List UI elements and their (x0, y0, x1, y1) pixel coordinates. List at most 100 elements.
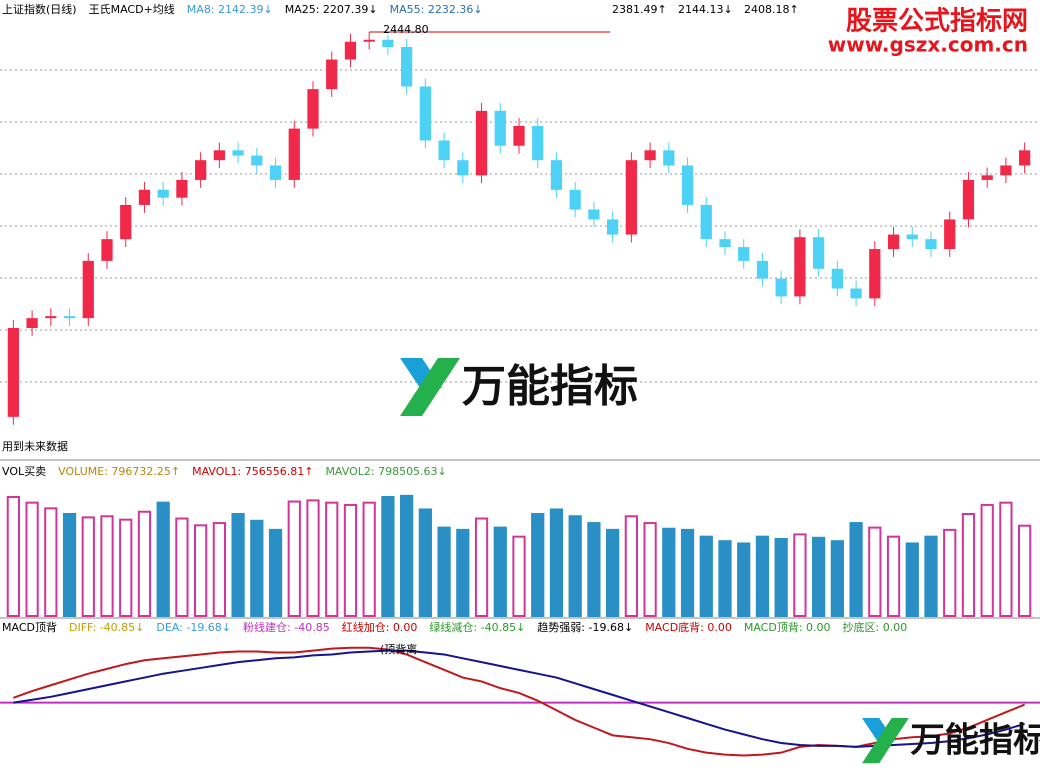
header-text: MAVOL1: 756556.81↑ (192, 465, 313, 478)
candle-body (494, 110, 506, 146)
candle-body (925, 239, 937, 250)
volume-bar (531, 513, 545, 617)
volume-bar (737, 542, 751, 618)
volume-bar (587, 522, 601, 617)
volume-bar (812, 536, 826, 617)
header-text: VOL买卖 (2, 465, 46, 478)
header-text: 王氏MACD+均线 (89, 2, 175, 16)
candle-body (569, 189, 581, 210)
volume-bar (718, 540, 732, 618)
candle-body (401, 47, 413, 87)
volume-bar (418, 508, 432, 618)
volume-bar (81, 516, 95, 618)
volume-bar (905, 542, 919, 618)
volume-bar (156, 501, 170, 617)
logo-text: 万能指标 (462, 361, 638, 412)
note: 用到未来数据 (2, 439, 68, 453)
volume-bar (980, 503, 994, 617)
high-label: 2444.80 (383, 23, 429, 36)
volume-bar (437, 526, 451, 617)
candle-body (363, 39, 375, 42)
candle-body (794, 237, 806, 297)
volume-bar (774, 537, 788, 618)
volume-bar (568, 515, 582, 617)
header-text: 粉线建仓: -40.85 (243, 620, 330, 634)
volume-bar (250, 519, 264, 617)
candle-body (944, 219, 956, 250)
volume-bar (624, 515, 638, 617)
candle-body (82, 260, 94, 319)
candle-body (475, 110, 488, 176)
candle-body (625, 160, 637, 235)
header-text: MACD顶背 (2, 620, 57, 634)
candle-body (719, 239, 731, 248)
candle-body (513, 125, 525, 146)
candle-body (869, 249, 881, 299)
candle-body (382, 39, 394, 48)
volume-bar (868, 526, 882, 617)
volume-bar (549, 508, 564, 618)
macd-line (13, 649, 1025, 748)
volume-bar (474, 517, 489, 617)
candle-body (1000, 165, 1012, 176)
header-text: DIFF: -40.85↓ (69, 621, 144, 634)
volume-bar (100, 515, 114, 617)
volume-bar (62, 513, 77, 617)
header-value: 2381.49↑ (612, 3, 667, 16)
candle-body (232, 150, 244, 156)
volume-bar (961, 513, 976, 617)
volume-bar (325, 501, 339, 617)
candle-body (344, 41, 357, 60)
volume-bar (680, 528, 695, 617)
volume-bar (362, 501, 376, 617)
volume-bar (755, 535, 770, 618)
candle-body (700, 204, 712, 240)
header-text: MAVOL2: 798505.63↓ (325, 465, 446, 478)
candle-body (850, 288, 862, 299)
volume-bar (662, 527, 676, 618)
candle-body (775, 278, 787, 297)
candle-body (550, 160, 563, 190)
candle-body (981, 175, 993, 180)
volume-bar (400, 494, 414, 617)
candle-body (532, 125, 544, 161)
candle-body (813, 237, 825, 269)
candle-body (326, 59, 338, 90)
header-text: 红线加仓: 0.00 (342, 620, 418, 634)
candle-body (419, 86, 431, 141)
candle-body (101, 239, 113, 261)
volume-bar (119, 518, 133, 618)
candle-body (887, 234, 900, 250)
header-text: MA25: 2207.39↓ (285, 3, 378, 16)
logo-icon (862, 718, 909, 764)
volume-bar (830, 540, 844, 618)
site-name: 股票公式指标网 (846, 7, 1028, 37)
header-text: MACD顶背: 0.00 (744, 620, 831, 634)
candle-body (831, 268, 843, 289)
volume-bar (699, 535, 713, 618)
header-text: VOLUME: 796732.25↑ (58, 465, 180, 478)
candle-body (307, 89, 319, 129)
candle-body (906, 234, 918, 240)
candle-body (269, 165, 282, 180)
volume-bar (306, 499, 320, 617)
candle-body (756, 260, 769, 279)
header-text: MA55: 2232.36↓ (390, 3, 483, 16)
candle-body (681, 165, 694, 205)
logo-text: 万能指标 (910, 721, 1040, 761)
candle-body (195, 160, 207, 180)
header-value: 2144.13↓ (678, 3, 733, 16)
volume-bar (137, 510, 152, 618)
volume-bar (1018, 524, 1032, 617)
candle-body (45, 316, 57, 319)
candle-body (962, 179, 975, 220)
volume-bar (6, 496, 20, 617)
header-text: 上证指数(日线) (2, 2, 77, 16)
header-value: 2408.18↑ (744, 3, 799, 16)
candle-body (251, 155, 263, 166)
candle-body (176, 179, 188, 198)
candle-body (288, 128, 300, 180)
candle-body (120, 204, 132, 240)
volume-bar (886, 535, 901, 618)
